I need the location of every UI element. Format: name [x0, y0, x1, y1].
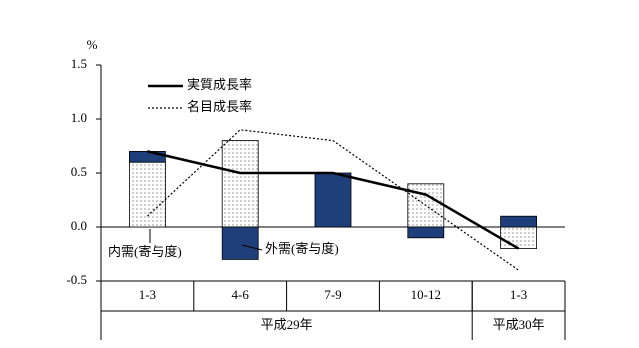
x-tick-label: 7-9 — [324, 287, 341, 302]
y-tick-label: 1.0 — [71, 110, 87, 125]
y-tick-label: 1.5 — [71, 56, 87, 71]
group-label: 平成30年 — [493, 317, 545, 332]
y-tick-label: 0.5 — [71, 164, 87, 179]
bar — [500, 226, 538, 250]
bar-annotation: 外需(寄与度) — [265, 241, 339, 256]
group-label: 平成29年 — [261, 317, 313, 332]
legend-label: 実質成長率 — [187, 77, 252, 92]
bar — [407, 226, 445, 239]
unit-label: % — [87, 37, 98, 52]
line-series — [146, 129, 519, 271]
y-tick-label: 0.0 — [71, 218, 87, 233]
x-tick-label: 10-12 — [411, 287, 441, 302]
y-tick-label: -0.5 — [66, 272, 87, 287]
x-tick-label: 1-3 — [510, 287, 527, 302]
annotation-leader — [242, 244, 263, 251]
x-tick-label: 4-6 — [232, 287, 250, 302]
bar — [500, 215, 538, 228]
bar — [128, 161, 166, 228]
bar — [128, 150, 166, 163]
x-tick-label: 1-3 — [139, 287, 156, 302]
bar — [221, 226, 259, 260]
line-series — [147, 150, 520, 250]
legend-label: 名目成長率 — [187, 99, 252, 114]
bar — [221, 140, 259, 228]
bar — [314, 172, 352, 228]
bar-annotation: 内需(寄与度) — [108, 244, 182, 259]
